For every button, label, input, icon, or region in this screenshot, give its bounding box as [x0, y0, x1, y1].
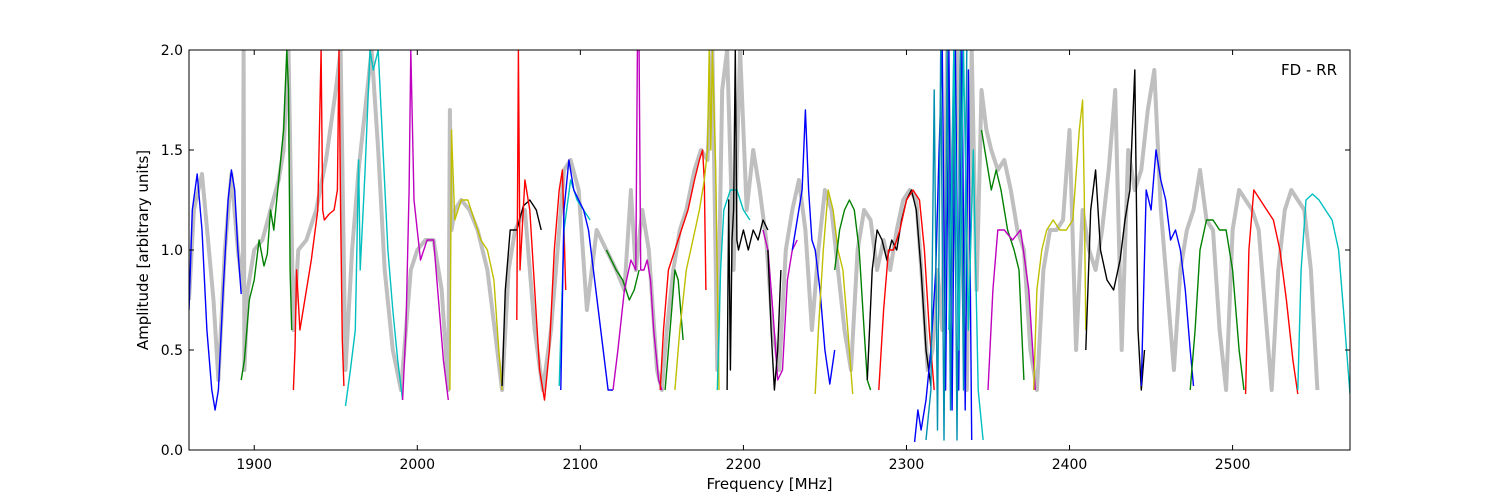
series-line-31: [1085, 69, 1146, 391]
y-tick-label: 0.5: [161, 343, 183, 359]
series-line-30: [1033, 99, 1087, 391]
series-line-14: [664, 269, 684, 391]
series-line-24: [878, 189, 935, 391]
y-tick-label: 2.0: [161, 43, 183, 59]
y-axis-label: Amplitude [arbitrary units]: [134, 150, 152, 350]
series-line-34: [1244, 189, 1299, 395]
series-line-27: [948, 50, 984, 441]
x-axis: 1900 2000 2100 2200 2300 2400 2500: [236, 50, 1250, 473]
series-line-20: [791, 109, 836, 385]
series-line-13: [659, 149, 707, 391]
series-line-28: [980, 129, 1025, 381]
series-line-32: [1140, 149, 1195, 387]
y-tick-label: 1.5: [161, 143, 183, 159]
series-line-4: [344, 50, 404, 407]
series-line-1: [189, 169, 242, 411]
series-line-17: [726, 50, 769, 391]
x-tick-label: 2500: [1215, 457, 1251, 473]
series-line-23: [866, 189, 932, 387]
x-tick-label: 2100: [563, 457, 599, 473]
series-line-22: [834, 199, 872, 391]
x-tick-label: 2200: [726, 457, 762, 473]
x-tick-label: 2000: [399, 457, 435, 473]
series-line-19: [767, 249, 782, 391]
x-tick-label: 2300: [889, 457, 925, 473]
series-line-29: [987, 229, 1036, 391]
series-line-8: [516, 50, 567, 401]
series-line-33: [1189, 219, 1245, 391]
chart-annotation: FD - RR: [1281, 61, 1337, 79]
series-line-16: [716, 189, 751, 391]
series-line-11: [605, 249, 640, 301]
y-axis: 0.0 0.5 1.0 1.5 2.0: [161, 43, 1350, 459]
series-line-35: [1297, 193, 1350, 395]
y-tick-label: 1.0: [161, 243, 183, 259]
x-tick-label: 2400: [1052, 457, 1088, 473]
y-tick-label: 0.0: [161, 443, 183, 459]
series-line-2: [240, 50, 293, 381]
series-line-3: [292, 50, 345, 391]
series-line-12: [612, 50, 663, 391]
series-line-5: [401, 50, 449, 401]
x-tick-label: 1900: [236, 457, 272, 473]
series-line-21: [814, 189, 854, 395]
series-line-10: [560, 159, 613, 391]
series-line-25: [913, 50, 973, 443]
series-layer: [189, 50, 1350, 443]
series-line-15: [674, 50, 720, 391]
x-axis-label: Frequency [MHz]: [706, 475, 832, 493]
series-line-26: [925, 50, 968, 441]
series-line-6: [449, 129, 503, 391]
